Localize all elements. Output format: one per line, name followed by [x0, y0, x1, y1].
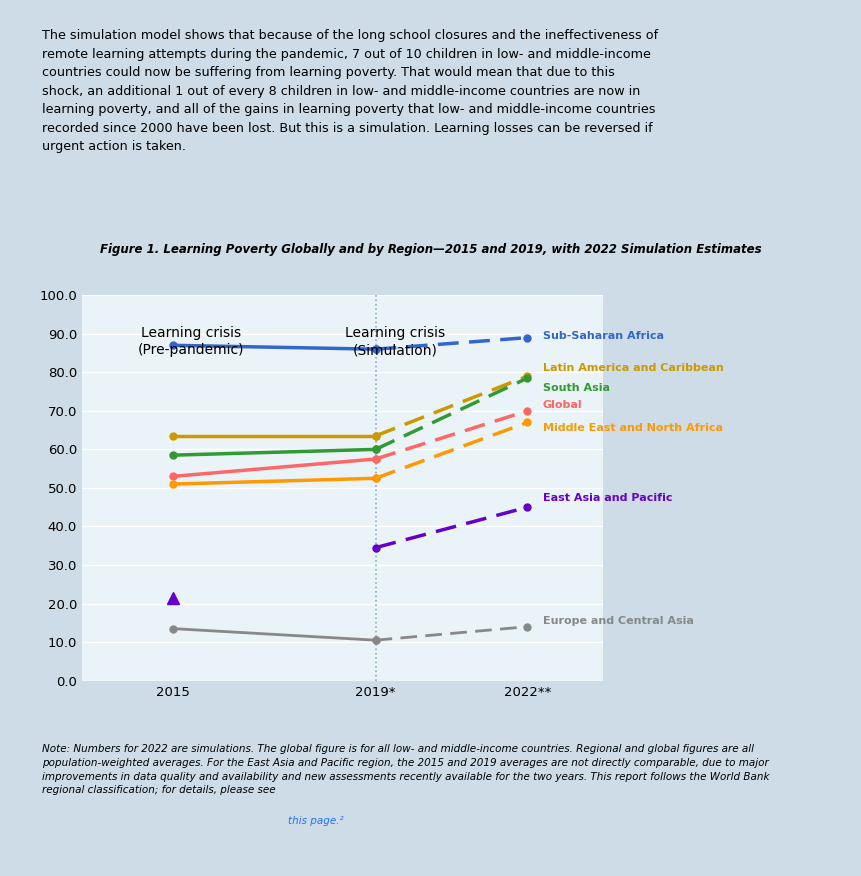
Text: Note: Numbers for 2022 are simulations. The global figure is for all low- and mi: Note: Numbers for 2022 are simulations. …: [42, 745, 769, 795]
Text: Learning crisis
(Pre-pandemic): Learning crisis (Pre-pandemic): [138, 326, 245, 357]
Text: Figure 1. Learning Poverty Globally and by Region—2015 and 2019, with 2022 Simul: Figure 1. Learning Poverty Globally and …: [100, 243, 761, 256]
Text: The simulation model shows that because of the long school closures and the inef: The simulation model shows that because …: [42, 29, 658, 153]
Text: South Asia: South Asia: [542, 383, 609, 392]
Text: Learning crisis
(Simulation): Learning crisis (Simulation): [344, 326, 444, 357]
Text: Middle East and North Africa: Middle East and North Africa: [542, 423, 722, 434]
Text: East Asia and Pacific: East Asia and Pacific: [542, 492, 672, 503]
Text: Sub-Saharan Africa: Sub-Saharan Africa: [542, 330, 663, 341]
Text: this page.²: this page.²: [288, 816, 343, 825]
Text: Latin America and Caribbean: Latin America and Caribbean: [542, 364, 722, 373]
Text: Global: Global: [542, 400, 581, 410]
Text: Europe and Central Asia: Europe and Central Asia: [542, 616, 693, 626]
